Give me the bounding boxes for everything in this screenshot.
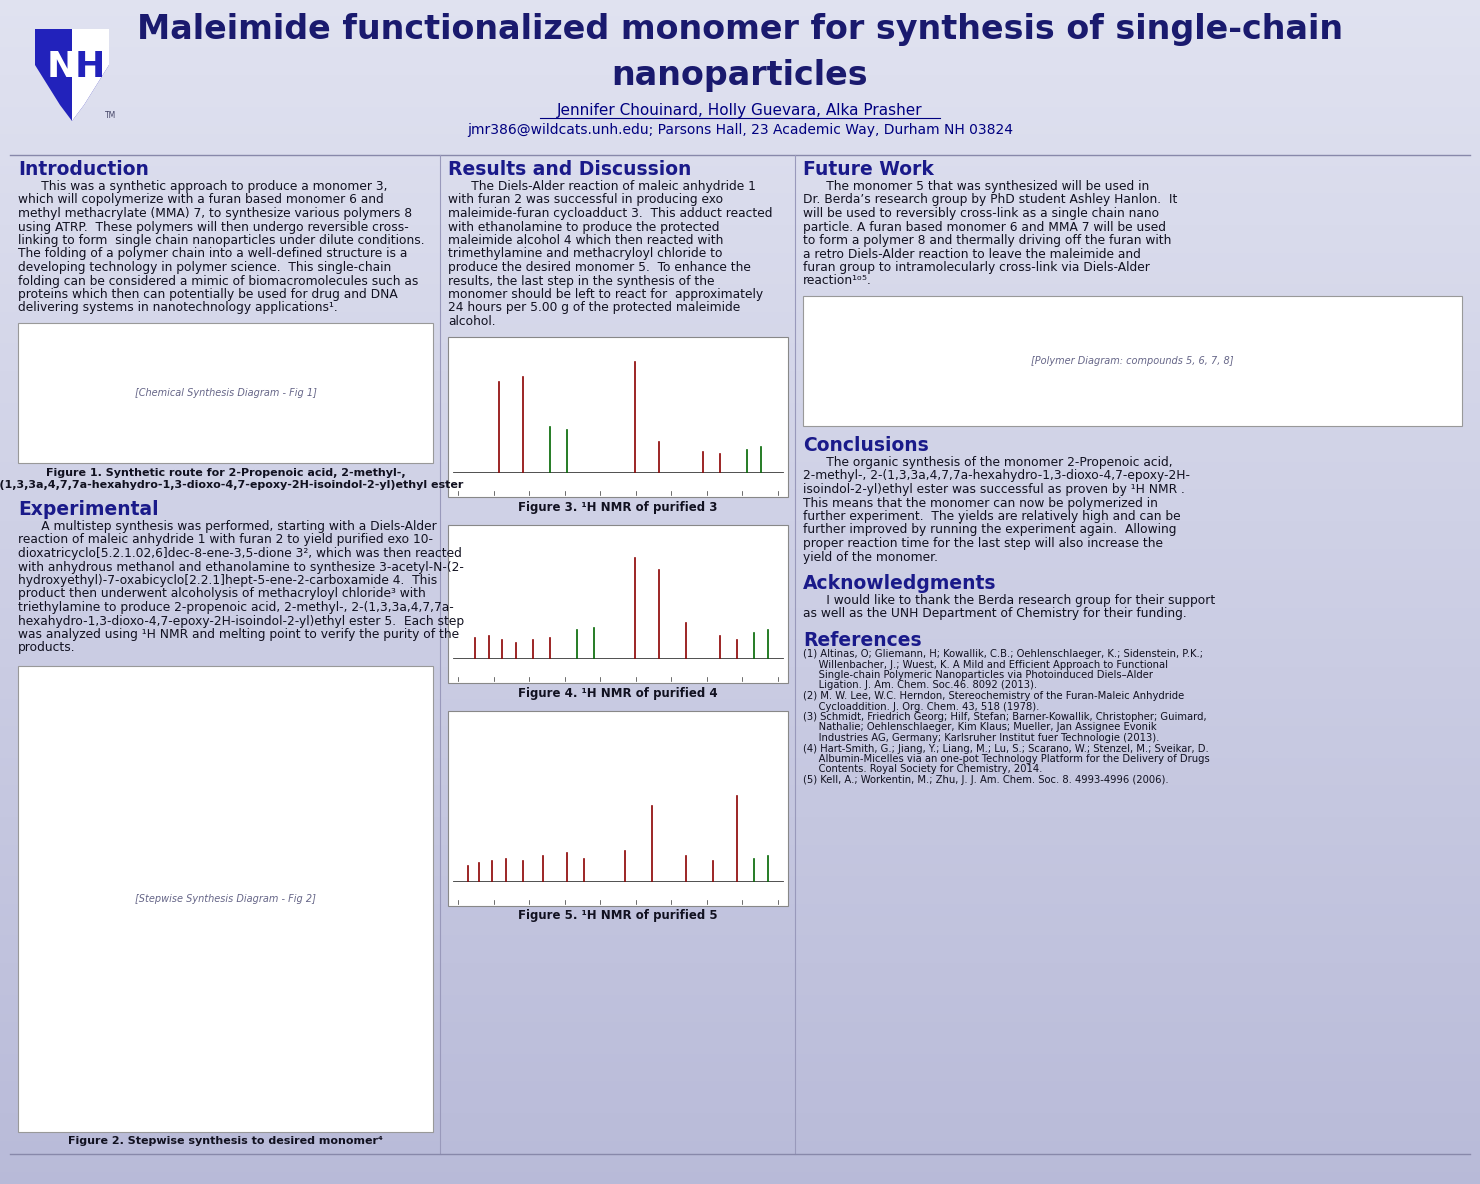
Text: triethylamine to produce 2-propenoic acid, 2-methyl-, 2-(1,3,3a,4,7,7a-: triethylamine to produce 2-propenoic aci…: [18, 601, 454, 614]
Text: Industries AG, Germany; Karlsruher Institut fuer Technologie (2013).: Industries AG, Germany; Karlsruher Insti…: [804, 733, 1159, 744]
Text: Experimental: Experimental: [18, 500, 158, 519]
Text: Nathalie; Oehlenschlaeger, Kim Klaus; Mueller, Jan Assignee Evonik: Nathalie; Oehlenschlaeger, Kim Klaus; Mu…: [804, 722, 1157, 733]
Text: hexahydro-1,3-dioxo-4,7-epoxy-2H-isoindol-2-yl)ethyl ester 5.  Each step: hexahydro-1,3-dioxo-4,7-epoxy-2H-isoindo…: [18, 614, 465, 628]
Text: trimethylamine and methacryloyl chloride to: trimethylamine and methacryloyl chloride…: [448, 247, 722, 260]
Text: (4) Hart-Smith, G.; Jiang, Y.; Liang, M.; Lu, S.; Scarano, W.; Stenzel, M.; Svei: (4) Hart-Smith, G.; Jiang, Y.; Liang, M.…: [804, 744, 1209, 753]
Text: (2) M. W. Lee, W.C. Herndon, Stereochemistry of the Furan-Maleic Anhydride: (2) M. W. Lee, W.C. Herndon, Stereochemi…: [804, 691, 1184, 701]
Text: as well as the UNH Department of Chemistry for their funding.: as well as the UNH Department of Chemist…: [804, 607, 1187, 620]
Text: maleimide alcohol 4 which then reacted with: maleimide alcohol 4 which then reacted w…: [448, 234, 724, 247]
Text: produce the desired monomer 5.  To enhance the: produce the desired monomer 5. To enhanc…: [448, 260, 750, 274]
Text: [Chemical Synthesis Diagram - Fig 1]: [Chemical Synthesis Diagram - Fig 1]: [135, 388, 317, 398]
Text: alcohol.: alcohol.: [448, 315, 496, 328]
Text: with furan 2 was successful in producing exo: with furan 2 was successful in producing…: [448, 193, 724, 206]
Text: N: N: [47, 50, 77, 84]
Text: Ligation. J. Am. Chem. Soc.46. 8092 (2013).: Ligation. J. Am. Chem. Soc.46. 8092 (201…: [804, 681, 1037, 690]
Text: Figure 3. ¹H NMR of purified 3: Figure 3. ¹H NMR of purified 3: [518, 501, 718, 514]
Text: product then underwent alcoholysis of methacryloyl chloride³ with: product then underwent alcoholysis of me…: [18, 587, 426, 600]
Text: was analyzed using ¹H NMR and melting point to verify the purity of the: was analyzed using ¹H NMR and melting po…: [18, 628, 459, 641]
Text: dioxatricyclo[5.2.1.02,6]dec-8-ene-3,5-dione 3², which was then reacted: dioxatricyclo[5.2.1.02,6]dec-8-ene-3,5-d…: [18, 547, 462, 560]
Text: Maleimide functionalized monomer for synthesis of single-chain
nanoparticles: Maleimide functionalized monomer for syn…: [138, 13, 1342, 91]
Text: Results and Discussion: Results and Discussion: [448, 160, 691, 179]
Polygon shape: [73, 28, 110, 121]
Text: further experiment.  The yields are relatively high and can be: further experiment. The yields are relat…: [804, 510, 1181, 523]
Text: Acknowledgments: Acknowledgments: [804, 574, 996, 593]
Text: reaction of maleic anhydride 1 with furan 2 to yield purified exo 10-: reaction of maleic anhydride 1 with fura…: [18, 534, 434, 547]
Text: Figure 4. ¹H NMR of purified 4: Figure 4. ¹H NMR of purified 4: [518, 687, 718, 700]
Bar: [448, 336, 787, 496]
Text: Figure 1. Synthetic route for 2-Propenoic acid, 2-methyl-,: Figure 1. Synthetic route for 2-Propenoi…: [46, 468, 406, 478]
Text: linking to form  single chain nanoparticles under dilute conditions.: linking to form single chain nanoparticl…: [18, 234, 425, 247]
Text: This was a synthetic approach to produce a monomer 3,: This was a synthetic approach to produce…: [18, 180, 388, 193]
Text: Contents. Royal Society for Chemistry, 2014.: Contents. Royal Society for Chemistry, 2…: [804, 765, 1042, 774]
Text: with anhydrous methanol and ethanolamine to synthesize 3-acetyl-N-(2-: with anhydrous methanol and ethanolamine…: [18, 560, 463, 573]
Text: 2-(1,3,3a,4,7,7a-hexahydro-1,3-dioxo-4,7-epoxy-2H-isoindol-2-yl)ethyl ester: 2-(1,3,3a,4,7,7a-hexahydro-1,3-dioxo-4,7…: [0, 480, 463, 490]
Text: A multistep synthesis was performed, starting with a Diels-Alder: A multistep synthesis was performed, sta…: [18, 520, 437, 533]
Text: will be used to reversibly cross-link as a single chain nano: will be used to reversibly cross-link as…: [804, 207, 1159, 220]
Text: The Diels-Alder reaction of maleic anhydride 1: The Diels-Alder reaction of maleic anhyd…: [448, 180, 756, 193]
Bar: [18, 323, 434, 463]
Text: further improved by running the experiment again.  Allowing: further improved by running the experime…: [804, 523, 1177, 536]
Text: I would like to thank the Berda research group for their support: I would like to thank the Berda research…: [804, 594, 1215, 607]
Text: The folding of a polymer chain into a well-defined structure is a: The folding of a polymer chain into a we…: [18, 247, 407, 260]
Bar: [804, 296, 1462, 426]
Text: Willenbacher, J.; Wuest, K. A Mild and Efficient Approach to Functional: Willenbacher, J.; Wuest, K. A Mild and E…: [804, 659, 1168, 669]
Text: developing technology in polymer science.  This single-chain: developing technology in polymer science…: [18, 260, 391, 274]
Text: isoindol-2-yl)ethyl ester was successful as proven by ¹H NMR .: isoindol-2-yl)ethyl ester was successful…: [804, 483, 1185, 496]
Text: folding can be considered a mimic of biomacromolecules such as: folding can be considered a mimic of bio…: [18, 275, 419, 288]
Text: [Polymer Diagram: compounds 5, 6, 7, 8]: [Polymer Diagram: compounds 5, 6, 7, 8]: [1032, 356, 1234, 366]
Text: H: H: [75, 50, 105, 84]
Text: to form a polymer 8 and thermally driving off the furan with: to form a polymer 8 and thermally drivin…: [804, 234, 1171, 247]
Text: which will copolymerize with a furan based monomer 6 and: which will copolymerize with a furan bas…: [18, 193, 383, 206]
Text: Introduction: Introduction: [18, 160, 149, 179]
Text: jmr386@wildcats.unh.edu; Parsons Hall, 23 Academic Way, Durham NH 03824: jmr386@wildcats.unh.edu; Parsons Hall, 2…: [468, 123, 1012, 137]
Text: yield of the monomer.: yield of the monomer.: [804, 551, 938, 564]
Text: The organic synthesis of the monomer 2-Propenoic acid,: The organic synthesis of the monomer 2-P…: [804, 456, 1172, 469]
Text: 2-methyl-, 2-(1,3,3a,4,7,7a-hexahydro-1,3-dioxo-4,7-epoxy-2H-: 2-methyl-, 2-(1,3,3a,4,7,7a-hexahydro-1,…: [804, 470, 1190, 483]
Text: Jennifer Chouinard, Holly Guevara, Alka Prasher: Jennifer Chouinard, Holly Guevara, Alka …: [556, 103, 924, 117]
Text: Figure 2. Stepwise synthesis to desired monomer⁴: Figure 2. Stepwise synthesis to desired …: [68, 1135, 383, 1146]
Text: Cycloaddition. J. Org. Chem. 43, 518 (1978).: Cycloaddition. J. Org. Chem. 43, 518 (19…: [804, 701, 1039, 712]
Bar: [18, 665, 434, 1132]
Text: Albumin-Micelles via an one-pot Technology Platform for the Delivery of Drugs: Albumin-Micelles via an one-pot Technolo…: [804, 754, 1209, 764]
Text: Conclusions: Conclusions: [804, 436, 929, 455]
Text: products.: products.: [18, 642, 75, 655]
Text: Figure 5. ¹H NMR of purified 5: Figure 5. ¹H NMR of purified 5: [518, 909, 718, 922]
Text: using ATRP.  These polymers will then undergo reversible cross-: using ATRP. These polymers will then und…: [18, 220, 408, 233]
Bar: [448, 525, 787, 682]
Text: monomer should be left to react for  approximately: monomer should be left to react for appr…: [448, 288, 764, 301]
Text: (1) Altinas, O; Gliemann, H; Kowallik, C.B.; Oehlenschlaeger, K.; Sidenstein, P.: (1) Altinas, O; Gliemann, H; Kowallik, C…: [804, 649, 1203, 659]
Polygon shape: [36, 28, 110, 121]
Text: Single-chain Polymeric Nanoparticles via Photoinduced Diels–Alder: Single-chain Polymeric Nanoparticles via…: [804, 670, 1153, 680]
Text: furan group to intramolecularly cross-link via Diels-Alder: furan group to intramolecularly cross-li…: [804, 260, 1150, 274]
Text: This means that the monomer can now be polymerized in: This means that the monomer can now be p…: [804, 496, 1157, 509]
Text: 24 hours per 5.00 g of the protected maleimide: 24 hours per 5.00 g of the protected mal…: [448, 302, 740, 315]
Text: maleimide-furan cycloadduct 3.  This adduct reacted: maleimide-furan cycloadduct 3. This addu…: [448, 207, 773, 220]
Text: methyl methacrylate (MMA) 7, to synthesize various polymers 8: methyl methacrylate (MMA) 7, to synthesi…: [18, 207, 411, 220]
Text: proteins which then can potentially be used for drug and DNA: proteins which then can potentially be u…: [18, 288, 398, 301]
Text: (5) Kell, A.; Workentin, M.; Zhu, J. J. Am. Chem. Soc. 8. 4993-4996 (2006).: (5) Kell, A.; Workentin, M.; Zhu, J. J. …: [804, 776, 1169, 785]
Text: hydroxyethyl)-7-oxabicyclo[2.2.1]hept-5-ene-2-carboxamide 4.  This: hydroxyethyl)-7-oxabicyclo[2.2.1]hept-5-…: [18, 574, 437, 587]
Text: proper reaction time for the last step will also increase the: proper reaction time for the last step w…: [804, 538, 1163, 551]
Text: delivering systems in nanotechnology applications¹.: delivering systems in nanotechnology app…: [18, 302, 337, 315]
Text: results, the last step in the synthesis of the: results, the last step in the synthesis …: [448, 275, 715, 288]
Text: a retro Diels-Alder reaction to leave the maleimide and: a retro Diels-Alder reaction to leave th…: [804, 247, 1141, 260]
Text: particle. A furan based monomer 6 and MMA 7 will be used: particle. A furan based monomer 6 and MM…: [804, 220, 1166, 233]
Text: (3) Schmidt, Friedrich Georg; Hilf, Stefan; Barner-Kowallik, Christopher; Guimar: (3) Schmidt, Friedrich Georg; Hilf, Stef…: [804, 712, 1206, 722]
Text: Future Work: Future Work: [804, 160, 934, 179]
Text: Dr. Berda’s research group by PhD student Ashley Hanlon.  It: Dr. Berda’s research group by PhD studen…: [804, 193, 1178, 206]
Bar: [448, 710, 787, 906]
Text: reaction¹ᵒ⁵.: reaction¹ᵒ⁵.: [804, 275, 872, 288]
Text: with ethanolamine to produce the protected: with ethanolamine to produce the protect…: [448, 220, 719, 233]
Text: References: References: [804, 631, 922, 650]
Text: [Stepwise Synthesis Diagram - Fig 2]: [Stepwise Synthesis Diagram - Fig 2]: [135, 894, 315, 905]
Text: TM: TM: [105, 111, 117, 120]
Text: The monomer 5 that was synthesized will be used in: The monomer 5 that was synthesized will …: [804, 180, 1150, 193]
